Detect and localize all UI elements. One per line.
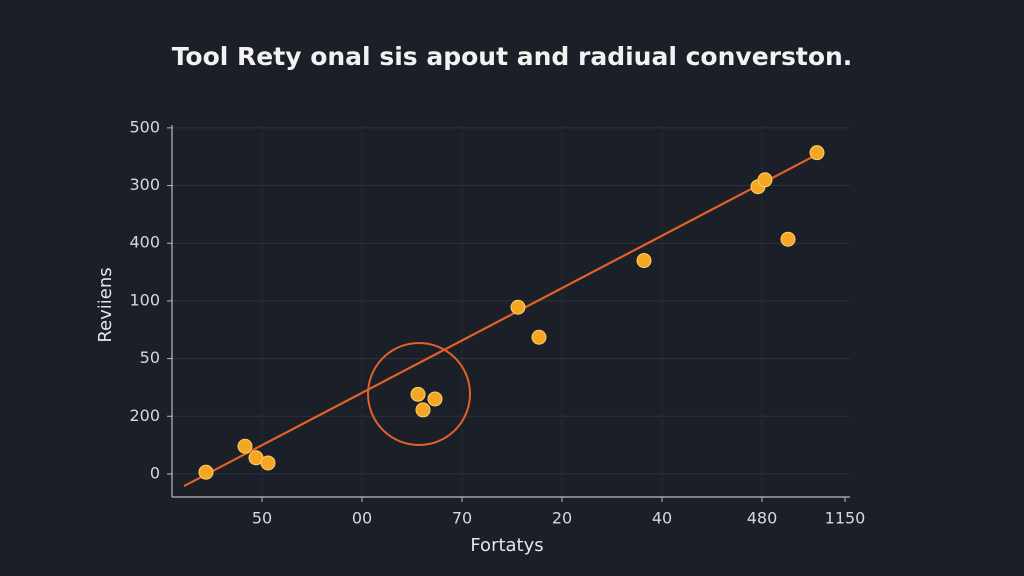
point bbox=[198, 464, 214, 480]
point bbox=[410, 386, 426, 402]
point bbox=[415, 402, 431, 418]
highlight-circle bbox=[367, 342, 471, 446]
x-tick-label: 70 bbox=[452, 509, 472, 528]
x-tick-label: 480 bbox=[747, 509, 778, 528]
x-tick-label: 20 bbox=[552, 509, 572, 528]
point bbox=[260, 455, 276, 471]
x-tick-label: 40 bbox=[652, 509, 672, 528]
chart-title: Tool Rety onal sis apout and radiual con… bbox=[172, 42, 853, 71]
y-tick-label: 100 bbox=[129, 290, 160, 309]
x-axis-label: Fortatys bbox=[470, 535, 543, 556]
point bbox=[636, 253, 652, 269]
y-tick-label: 300 bbox=[129, 175, 160, 194]
y-tick-label: 0 bbox=[150, 463, 160, 482]
x-tick-label: 50 bbox=[252, 509, 272, 528]
point bbox=[809, 145, 825, 161]
y-tick-label: 50 bbox=[140, 348, 160, 367]
y-tick-label: 500 bbox=[129, 117, 160, 136]
y-tick-label: 400 bbox=[129, 233, 160, 252]
point bbox=[237, 438, 253, 454]
point bbox=[780, 231, 796, 247]
x-tick-label: 00 bbox=[352, 509, 372, 528]
point bbox=[531, 329, 547, 345]
trend-line bbox=[183, 154, 816, 488]
point bbox=[510, 299, 526, 315]
y-axis-label: Reviiens bbox=[95, 267, 116, 342]
point bbox=[427, 391, 443, 407]
point bbox=[757, 172, 773, 188]
y-tick-label: 200 bbox=[129, 406, 160, 425]
x-tick-label: 1150 bbox=[825, 509, 866, 528]
